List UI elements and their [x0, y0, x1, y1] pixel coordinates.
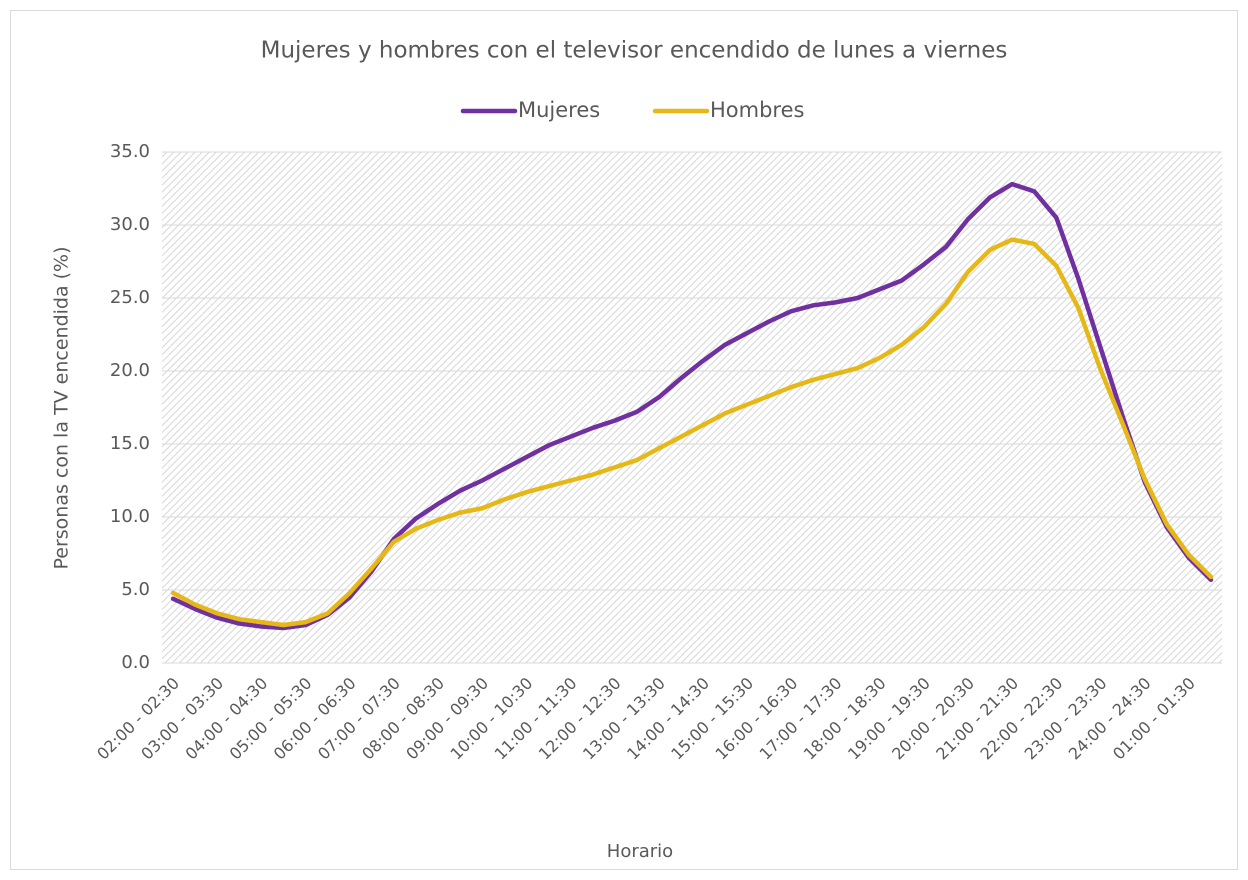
y-tick-label: 15.0 — [110, 433, 150, 454]
series-line — [170, 181, 1214, 631]
y-tick-label: 5.0 — [121, 579, 150, 600]
legend-label: Mujeres — [518, 98, 600, 122]
x-axis-label: Horario — [607, 841, 673, 862]
y-tick-label: 25.0 — [110, 287, 150, 308]
y-tick-label: 10.0 — [110, 506, 150, 527]
series-line — [170, 237, 1214, 628]
plot-area — [162, 152, 1222, 663]
legend-label: Hombres — [710, 98, 804, 122]
y-axis-label: Personas con la TV encendida (%) — [51, 246, 73, 569]
chart-title: Mujeres y hombres con el televisor encen… — [261, 38, 1008, 64]
y-tick-label: 20.0 — [110, 360, 150, 381]
y-tick-label: 35.0 — [110, 141, 150, 162]
y-tick-label: 0.0 — [121, 652, 150, 673]
y-tick-label: 30.0 — [110, 214, 150, 235]
